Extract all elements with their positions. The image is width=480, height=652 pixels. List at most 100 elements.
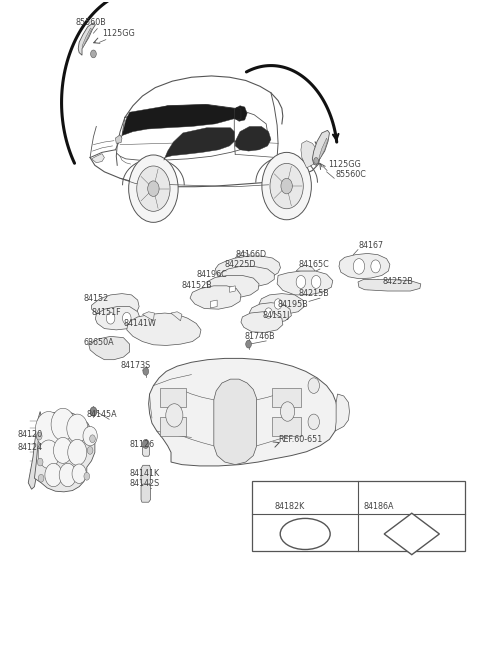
Circle shape	[314, 158, 319, 164]
Polygon shape	[141, 484, 151, 502]
Text: 84142S: 84142S	[130, 479, 160, 488]
Circle shape	[262, 153, 312, 220]
Circle shape	[246, 340, 252, 348]
Circle shape	[122, 312, 131, 324]
Circle shape	[166, 404, 183, 427]
Circle shape	[281, 178, 292, 194]
Text: REF.60-651: REF.60-651	[278, 435, 322, 444]
Polygon shape	[164, 128, 234, 160]
Circle shape	[143, 368, 149, 376]
Polygon shape	[384, 513, 439, 555]
Polygon shape	[143, 312, 155, 321]
Bar	[272, 387, 301, 407]
Circle shape	[38, 475, 44, 482]
Circle shape	[45, 464, 62, 486]
Circle shape	[91, 50, 96, 58]
Polygon shape	[35, 411, 95, 492]
Circle shape	[90, 435, 96, 443]
Polygon shape	[211, 300, 217, 308]
Text: 84152: 84152	[84, 294, 109, 303]
Text: 84215B: 84215B	[298, 289, 329, 298]
Polygon shape	[339, 254, 390, 278]
Polygon shape	[96, 306, 140, 330]
Circle shape	[87, 447, 93, 454]
Circle shape	[274, 299, 282, 309]
Circle shape	[137, 166, 170, 211]
Circle shape	[371, 260, 380, 273]
Polygon shape	[301, 141, 317, 168]
Text: 1125GG: 1125GG	[102, 29, 135, 38]
Polygon shape	[127, 313, 201, 346]
Text: 84186A: 84186A	[364, 501, 394, 511]
Circle shape	[265, 308, 272, 318]
Polygon shape	[250, 303, 291, 323]
Polygon shape	[214, 379, 257, 465]
Text: 68650A: 68650A	[84, 338, 115, 347]
Circle shape	[72, 464, 86, 483]
Text: 81126: 81126	[130, 440, 155, 449]
Polygon shape	[149, 359, 337, 466]
Polygon shape	[312, 130, 329, 166]
Polygon shape	[215, 256, 280, 282]
Polygon shape	[190, 286, 241, 309]
Polygon shape	[229, 286, 235, 292]
Text: 84225D: 84225D	[225, 260, 256, 269]
Text: 84151F: 84151F	[92, 308, 121, 317]
Polygon shape	[335, 394, 349, 431]
Circle shape	[84, 473, 90, 480]
Circle shape	[312, 275, 321, 288]
Text: 84252B: 84252B	[383, 277, 414, 286]
Circle shape	[36, 432, 42, 440]
Text: 84152B: 84152B	[182, 281, 213, 289]
Polygon shape	[241, 312, 283, 333]
Circle shape	[353, 259, 365, 274]
Text: 84165C: 84165C	[298, 260, 329, 269]
Polygon shape	[171, 312, 182, 321]
Circle shape	[38, 440, 59, 469]
Circle shape	[308, 414, 320, 430]
Circle shape	[296, 275, 306, 288]
Circle shape	[148, 181, 159, 196]
Circle shape	[36, 411, 62, 448]
Polygon shape	[235, 126, 271, 151]
Text: 84141W: 84141W	[123, 319, 156, 328]
Polygon shape	[235, 252, 250, 258]
Text: 84124: 84124	[17, 443, 42, 452]
Circle shape	[280, 402, 295, 421]
Ellipse shape	[280, 518, 330, 550]
Text: 84166D: 84166D	[235, 250, 266, 259]
Text: 84195B: 84195B	[277, 299, 308, 308]
Circle shape	[270, 164, 303, 209]
Bar	[160, 387, 186, 407]
Circle shape	[53, 437, 72, 464]
Text: 85560C: 85560C	[335, 170, 366, 179]
Polygon shape	[141, 466, 151, 485]
Circle shape	[37, 458, 43, 466]
Polygon shape	[82, 28, 92, 48]
Text: 84167: 84167	[358, 241, 383, 250]
Polygon shape	[277, 271, 333, 295]
Polygon shape	[92, 154, 104, 163]
Text: 84182K: 84182K	[275, 501, 305, 511]
Text: 84145A: 84145A	[87, 410, 118, 419]
Circle shape	[129, 155, 178, 222]
Text: 85560B: 85560B	[76, 18, 107, 27]
Text: 1125GG: 1125GG	[328, 160, 361, 170]
Circle shape	[68, 439, 87, 466]
Circle shape	[143, 439, 149, 449]
Polygon shape	[92, 293, 139, 318]
Circle shape	[67, 414, 88, 443]
Circle shape	[90, 407, 97, 416]
Polygon shape	[207, 275, 259, 297]
Text: 84196C: 84196C	[196, 271, 227, 279]
Circle shape	[59, 464, 76, 486]
Text: 84141K: 84141K	[130, 469, 160, 478]
Text: 84120: 84120	[17, 430, 42, 439]
Polygon shape	[89, 336, 130, 360]
Bar	[272, 417, 301, 436]
Circle shape	[308, 378, 320, 393]
Polygon shape	[143, 446, 150, 456]
Polygon shape	[78, 23, 96, 55]
Polygon shape	[259, 293, 304, 314]
Circle shape	[83, 426, 97, 446]
